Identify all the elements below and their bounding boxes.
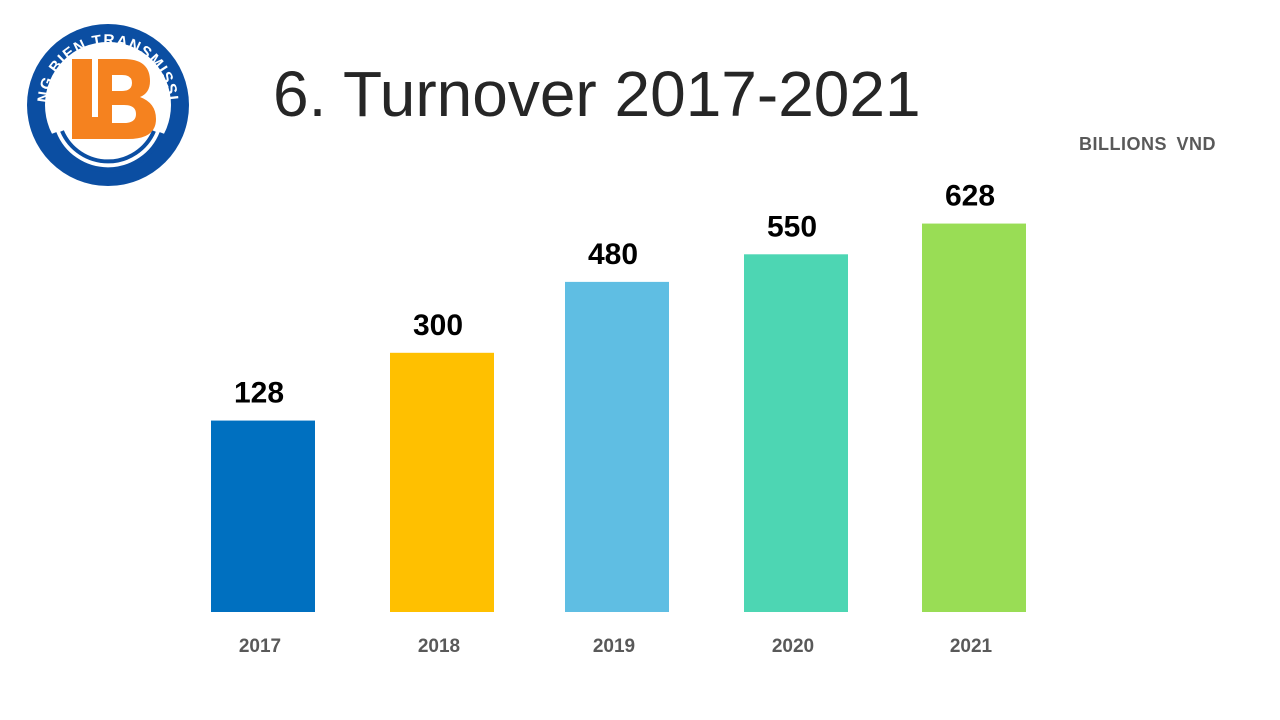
data-label: 628 — [945, 180, 995, 213]
bar-2019 — [565, 281, 669, 612]
data-label: 480 — [588, 238, 638, 271]
unit-label: BILLIONS VND — [1078, 134, 1216, 154]
x-tick-label: 2018 — [418, 636, 460, 657]
data-label: 550 — [767, 210, 817, 243]
x-tick-label: 2021 — [950, 636, 993, 657]
company-logo: LONG BIEN TRANSMISSION — [24, 21, 189, 186]
bar-2021 — [922, 223, 1026, 612]
bar-2017 — [211, 420, 315, 612]
data-label: 300 — [413, 309, 463, 342]
x-tick-label: 2020 — [772, 636, 814, 657]
page-title: 6. Turnover 2017-2021 — [273, 58, 921, 130]
x-tick-label: 2017 — [239, 636, 281, 657]
x-tick-label: 2019 — [593, 636, 635, 657]
bar-2018 — [390, 352, 494, 612]
bar-2020 — [744, 254, 848, 613]
data-label: 128 — [234, 377, 284, 410]
